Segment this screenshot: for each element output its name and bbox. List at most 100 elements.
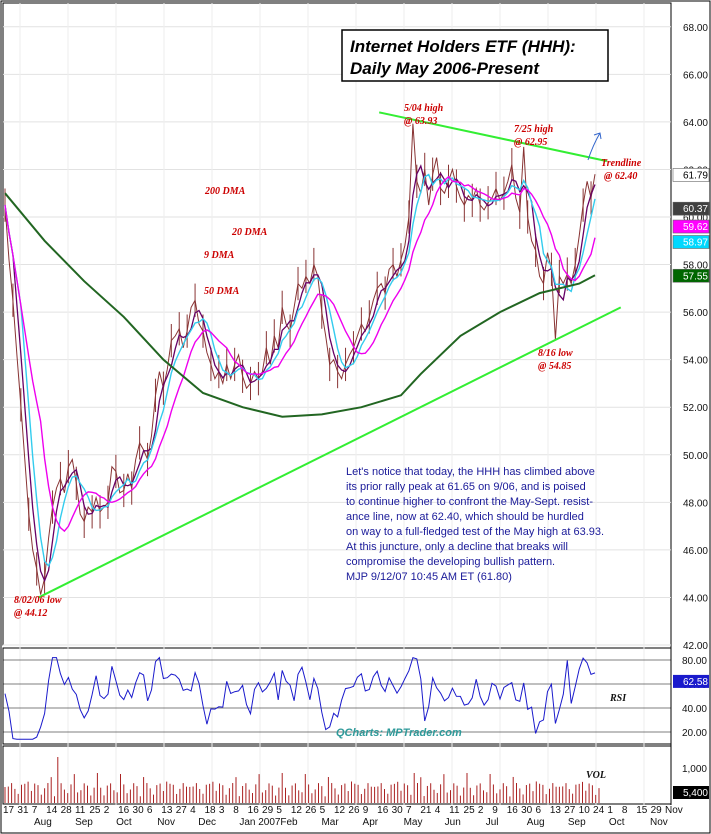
x-tick-label: 30	[133, 805, 145, 816]
x-tick-label: 27	[176, 805, 188, 816]
price-badge-box	[672, 201, 710, 216]
volume-last-box	[673, 786, 709, 799]
price-badge-value: 58.97	[683, 237, 708, 248]
price-tick-label: 42.00	[683, 641, 708, 652]
rsi-tick-label: 20.00	[682, 728, 707, 739]
commentary: Let's notice that today, the HHH has cli…	[346, 466, 604, 583]
x-tick-label: 8	[233, 805, 239, 816]
chart-title-box: Internet Holders ETF (HHH): Daily May 20…	[341, 29, 609, 82]
x-tick-label: 15	[636, 805, 648, 816]
annotation-jul-high: 7/25 high @ 62.95	[514, 124, 554, 148]
price-badge-box	[672, 268, 710, 283]
price-badge-box	[672, 235, 710, 249]
legend-9-dma: 9 DMA	[204, 250, 235, 261]
price-tick-label: 60.00	[683, 213, 708, 224]
ma-9-line	[4, 164, 596, 583]
annotation-2006-low: 8/02/06 low @ 44.12	[14, 595, 62, 619]
month-label: Jul	[486, 817, 499, 828]
x-tick-label: 14	[46, 805, 58, 816]
x-tick-label: 16	[377, 805, 389, 816]
legend-20-dma: 20 DMA	[231, 227, 268, 238]
volume-label: VOL	[586, 770, 606, 781]
month-label: May	[404, 817, 423, 828]
month-label: Jun	[445, 817, 461, 828]
price-tick-label: 50.00	[683, 451, 708, 462]
volume-tick-label: 1,000	[682, 764, 707, 775]
commentary-line-1: Let's notice that today, the HHH has cli…	[346, 466, 595, 478]
ma-50-line	[4, 175, 596, 533]
x-tick-label: 5	[276, 805, 282, 816]
x-tick-label: 6	[147, 805, 153, 816]
price-tick-label: 46.00	[683, 546, 708, 557]
month-label: Oct	[116, 817, 132, 828]
commentary-line-8: MJP 9/12/07 10:45 AM ET (61.80)	[346, 571, 512, 583]
x-tick-label: 29	[651, 805, 663, 816]
x-tick-label: 12	[291, 805, 303, 816]
price-tick-label: 66.00	[683, 70, 708, 81]
x-tick-label: 2	[104, 805, 110, 816]
annotation-trendline: Trendline @ 62.40	[601, 158, 642, 182]
price-tick-label: 64.00	[683, 118, 708, 129]
chart-title-line-2: Daily May 2006-Present	[350, 59, 540, 78]
price-badge-value: 60.37	[683, 204, 708, 215]
x-tick-label: 6	[535, 805, 541, 816]
x-tick-label: 13	[550, 805, 562, 816]
x-tick-label: 4	[435, 805, 441, 816]
commentary-line-4: ance line, now at 62.40, which should be…	[346, 511, 584, 523]
x-tick-label: 17	[3, 805, 15, 816]
x-tick-label: 3	[219, 805, 225, 816]
support-trendline	[38, 306, 622, 599]
rsi-line	[4, 656, 596, 740]
commentary-line-3: to continue higher to confront the May-S…	[346, 496, 593, 508]
x-tick-label: 8	[622, 805, 628, 816]
price-lines	[4, 111, 622, 599]
price-badge-value: 61.79	[683, 170, 708, 181]
rsi-tick-label: 40.00	[682, 704, 707, 715]
price-tick-label: 44.00	[683, 593, 708, 604]
price-tick-label: 56.00	[683, 308, 708, 319]
x-tick-label: 30	[392, 805, 404, 816]
chart-title-line-1: Internet Holders ETF (HHH):	[350, 37, 576, 56]
month-label: Sep	[75, 817, 93, 828]
month-label: Feb	[280, 817, 298, 828]
price-badge-box	[672, 219, 710, 234]
legend-50-dma: 50 DMA	[204, 286, 240, 297]
annotation-may-high: 5/04 high @ 63.93	[404, 103, 444, 127]
rsi-label: RSI	[609, 693, 627, 704]
month-label: Mar	[321, 817, 339, 828]
commentary-line-7: compromise the developing bullish patter…	[346, 556, 555, 568]
x-tick-label: Nov	[665, 805, 683, 816]
price-badges: 61.79 60.37 59.62 58.97 57.55	[672, 168, 710, 283]
x-tick-label: 24	[593, 805, 605, 816]
price-badge-box	[672, 168, 710, 182]
month-label: Apr	[363, 817, 379, 828]
price-tick-label: 48.00	[683, 498, 708, 509]
price-tick-label: 54.00	[683, 356, 708, 367]
x-tick-label: 25	[89, 805, 101, 816]
x-tick-label: 16	[118, 805, 130, 816]
commentary-line-5: on way to a full-fledged test of the May…	[346, 526, 604, 538]
x-tick-label: 29	[262, 805, 274, 816]
trend-arrow	[587, 132, 602, 161]
x-tick-label: 12	[334, 805, 346, 816]
x-tick-label: 9	[363, 805, 369, 816]
price-badge-value: 59.62	[683, 222, 708, 233]
x-tick-label: 26	[348, 805, 360, 816]
x-tick-label: 18	[204, 805, 216, 816]
commentary-line-6: At this juncture, only a decline that br…	[346, 541, 568, 553]
x-tick-label: 7	[32, 805, 38, 816]
x-tick-label: 2	[478, 805, 484, 816]
x-tick-label: 5	[320, 805, 326, 816]
ma-200-line	[4, 192, 596, 418]
month-label: Jan 2007	[239, 817, 281, 828]
price-tick-label: 58.00	[683, 261, 708, 272]
x-tick-label: 31	[17, 805, 29, 816]
month-label: Nov	[157, 817, 175, 828]
x-tick-label: 30	[521, 805, 533, 816]
month-label: Nov	[650, 817, 668, 828]
price-tick-label: 68.00	[683, 23, 708, 34]
price-grid	[3, 3, 671, 805]
x-tick-label: 11	[449, 805, 460, 816]
x-tick-label: 16	[248, 805, 260, 816]
annotation-aug-low: 8/16 low @ 54.85	[538, 348, 573, 372]
